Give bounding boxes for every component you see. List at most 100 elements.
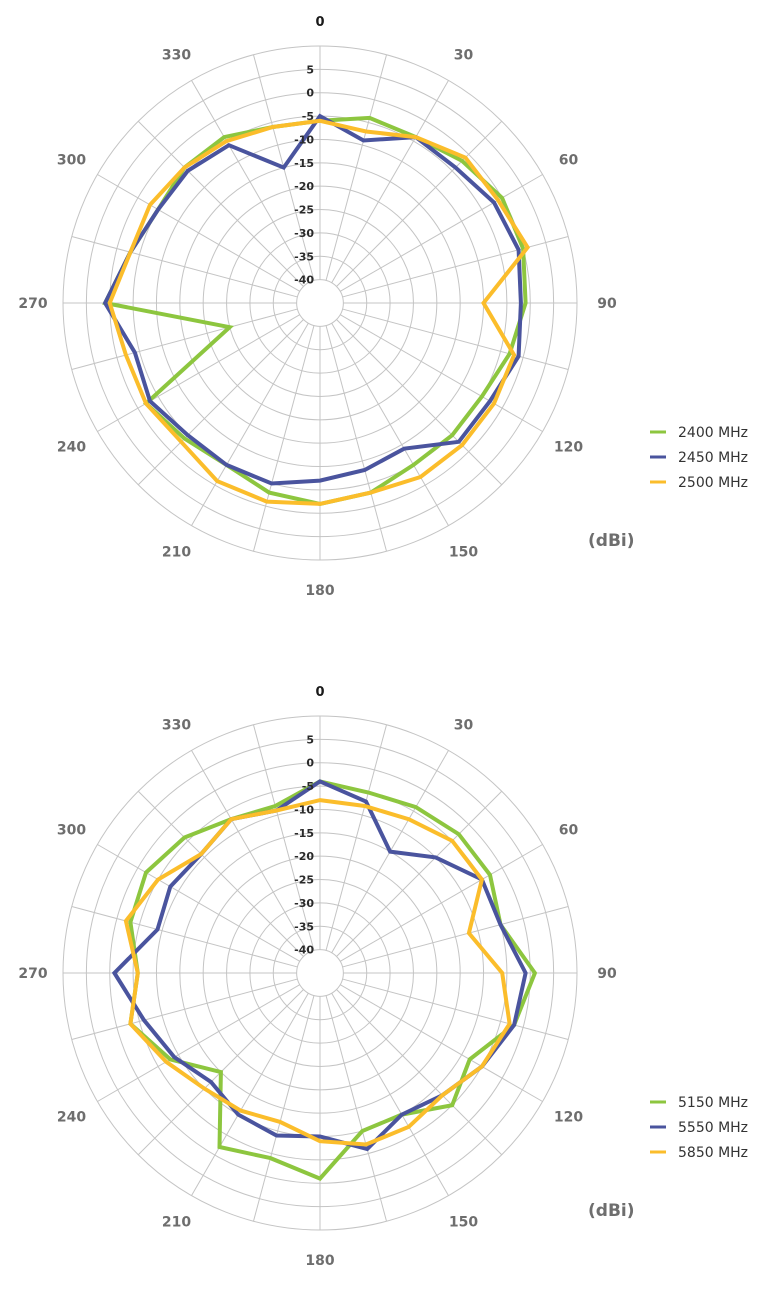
grid-ring xyxy=(296,279,344,327)
radial-tick-label: -10 xyxy=(294,804,314,817)
grid-spoke xyxy=(339,314,543,432)
grid-spoke xyxy=(71,905,298,968)
angle-tick-label: 240 xyxy=(57,1110,86,1126)
grid-spoke xyxy=(191,322,309,526)
unit-label: (dBi) xyxy=(588,531,635,551)
radial-tick-label: -35 xyxy=(294,250,314,263)
series-line-5850-mhz xyxy=(123,798,512,1147)
angle-tick-label: 240 xyxy=(57,440,86,456)
grid-spoke xyxy=(97,844,301,962)
angle-tick-label: 30 xyxy=(454,48,474,64)
angle-tick-label: 180 xyxy=(305,583,334,599)
radial-tick-label: -5 xyxy=(302,110,314,123)
angle-tick-label: 30 xyxy=(454,718,474,734)
legend: 2400 MHz 2450 MHz 2500 MHz xyxy=(650,425,748,491)
grid-spoke xyxy=(336,989,503,1156)
radial-tick-label: 0 xyxy=(306,757,314,770)
grid-ring xyxy=(296,949,344,997)
grid-spoke xyxy=(336,319,503,486)
grid-spoke xyxy=(342,978,569,1041)
radial-tick-label: -15 xyxy=(294,157,314,170)
grid-spoke xyxy=(325,54,388,281)
polar-chart-2: 5 0 -5 -10 -15 -20 -25 -30 -35 -40 0 30 60 90 120 150 18… xyxy=(18,685,748,1269)
radial-tick-label: -40 xyxy=(294,274,314,287)
grid-spoke xyxy=(331,992,449,1196)
radial-tick-label: -15 xyxy=(294,827,314,840)
legend-label: 5850 MHz xyxy=(678,1145,748,1161)
radial-tick-label: -10 xyxy=(294,134,314,147)
angle-tick-label: 330 xyxy=(162,718,191,734)
radial-tick-label: -30 xyxy=(294,227,314,240)
radial-tick-label: -35 xyxy=(294,920,314,933)
radial-tick-label: -20 xyxy=(294,850,314,863)
grid-spoke xyxy=(71,308,298,371)
grid-spoke xyxy=(331,322,449,526)
legend-label: 2500 MHz xyxy=(678,475,748,491)
radial-tick-label: -5 xyxy=(302,780,314,793)
angle-tick-label: 90 xyxy=(597,296,617,312)
legend-label: 5550 MHz xyxy=(678,1120,748,1136)
grid-spoke xyxy=(325,995,388,1222)
radial-tick-label: -40 xyxy=(294,944,314,957)
legend-label: 5150 MHz xyxy=(678,1095,748,1111)
angle-tick-label: 300 xyxy=(57,153,86,169)
grid-spoke xyxy=(339,174,543,292)
legend: 5150 MHz 5550 MHz 5850 MHz xyxy=(650,1095,748,1161)
angle-tick-label: 60 xyxy=(559,823,579,839)
grid-spoke xyxy=(342,235,569,298)
grid-spoke xyxy=(252,724,315,951)
angle-tick-label: 270 xyxy=(18,296,47,312)
grid-spoke xyxy=(252,995,315,1222)
grid-spoke xyxy=(97,314,301,432)
grid-spoke xyxy=(325,724,388,951)
grid-spoke xyxy=(97,984,301,1102)
angle-tick-label: 0 xyxy=(315,15,324,30)
grid-spoke xyxy=(342,905,569,968)
angle-tick-label: 60 xyxy=(559,153,579,169)
polar-chart-1: 5 0 -5 -10 -15 -20 -25 -30 -35 -40 0 30 60 90 120 150 18… xyxy=(18,15,748,599)
grid-spoke xyxy=(252,325,315,552)
legend-label: 2450 MHz xyxy=(678,450,748,466)
angle-tick-label: 150 xyxy=(449,1215,478,1231)
radial-tick-label: -30 xyxy=(294,897,314,910)
radial-tick-label: -25 xyxy=(294,204,314,217)
grid-spoke xyxy=(325,325,388,552)
angle-tick-label: 270 xyxy=(18,966,47,982)
radial-tick-label: -20 xyxy=(294,180,314,193)
angle-tick-label: 120 xyxy=(554,440,583,456)
grid-spoke xyxy=(137,120,304,287)
grid-spoke xyxy=(191,992,309,1196)
angle-tick-label: 90 xyxy=(597,966,617,982)
grid-spoke xyxy=(339,844,543,962)
legend-label: 2400 MHz xyxy=(678,425,748,441)
grid-spoke xyxy=(137,319,304,486)
grid-spoke xyxy=(71,235,298,298)
radial-tick-label: 0 xyxy=(306,87,314,100)
grid-spoke xyxy=(137,790,304,957)
angle-tick-label: 180 xyxy=(305,1253,334,1269)
grid-spoke xyxy=(97,174,301,292)
angle-tick-label: 120 xyxy=(554,1110,583,1126)
grid-spoke xyxy=(336,120,503,287)
grid-spoke xyxy=(191,80,309,284)
angle-tick-label: 210 xyxy=(162,545,191,561)
grid-spoke xyxy=(331,80,449,284)
grid-spoke xyxy=(336,790,503,957)
radial-tick-label: -25 xyxy=(294,874,314,887)
angle-tick-label: 330 xyxy=(162,48,191,64)
series-line-5150-mhz xyxy=(128,779,538,1181)
series-line-2450-mhz xyxy=(102,113,523,486)
radial-tick-label: 5 xyxy=(306,733,314,746)
unit-label: (dBi) xyxy=(588,1201,635,1221)
angle-tick-label: 300 xyxy=(57,823,86,839)
grid-spoke xyxy=(342,308,569,371)
grid-spoke xyxy=(191,750,309,954)
series-line-2500-mhz xyxy=(107,118,531,506)
angle-tick-label: 0 xyxy=(315,685,324,700)
grid-spoke xyxy=(71,978,298,1041)
angle-tick-label: 210 xyxy=(162,1215,191,1231)
radial-tick-label: 5 xyxy=(306,63,314,76)
grid-spoke xyxy=(339,984,543,1102)
